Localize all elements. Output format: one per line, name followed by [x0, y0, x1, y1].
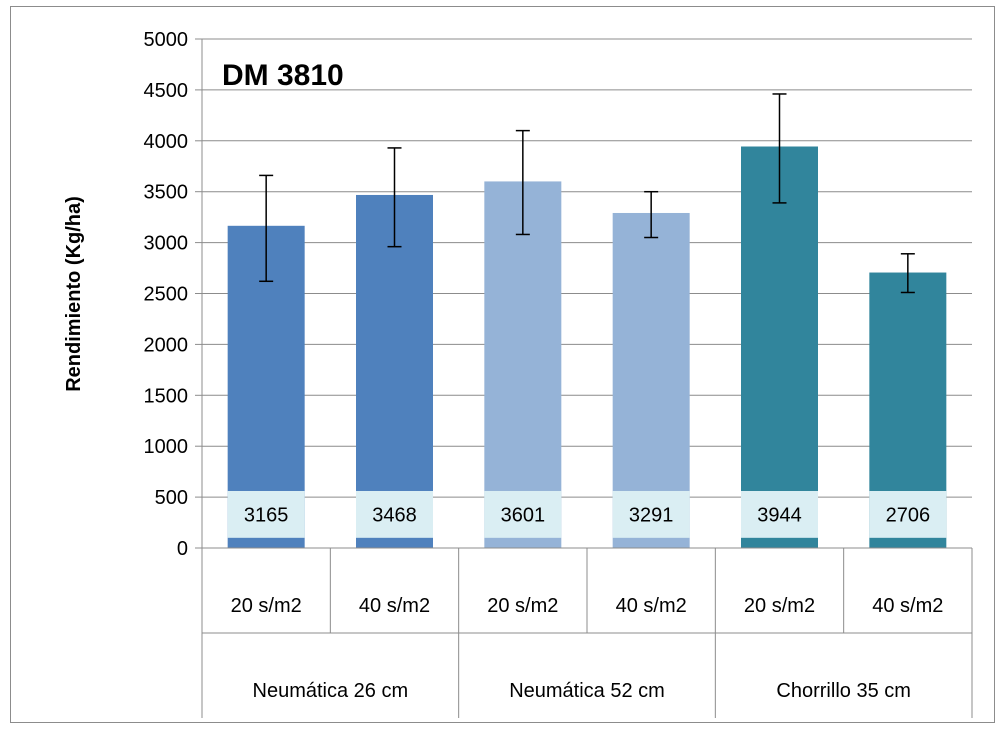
group-label: Neumática 52 cm — [509, 680, 665, 702]
error-bars — [259, 93, 915, 294]
y-tick-label: 3000 — [144, 233, 189, 255]
data-label: 2706 — [886, 504, 931, 526]
data-label: 3165 — [244, 504, 289, 526]
y-tick-label: 1000 — [144, 436, 189, 458]
group-label: Neumática 26 cm — [253, 680, 409, 702]
data-labels: 3165 3468 3601 3291 3944 2706 — [227, 490, 947, 538]
y-tick-label: 2000 — [144, 334, 189, 356]
bar — [356, 194, 433, 549]
y-tick-label: 1500 — [144, 385, 189, 407]
y-axis-label: Rendimiento (Kg/ha) — [63, 196, 85, 392]
y-tick-label: 500 — [155, 487, 188, 509]
y-tick-label: 3500 — [144, 182, 189, 204]
x-tick-label: 40 s/m2 — [616, 595, 687, 617]
chart-title: DM 3810 — [222, 59, 344, 92]
y-tick-label: 2500 — [144, 284, 189, 306]
group-label: Chorrillo 35 cm — [776, 680, 910, 702]
gridlines — [202, 38, 972, 498]
y-tick-label: 4000 — [144, 131, 189, 153]
data-label-box — [869, 490, 947, 538]
data-label-box — [612, 490, 690, 538]
data-label-box — [741, 490, 818, 538]
x-tick-label: 20 s/m2 — [231, 595, 302, 617]
data-label: 3291 — [629, 504, 674, 526]
data-label: 3944 — [757, 504, 802, 526]
data-label-box — [484, 490, 562, 538]
y-tick-label: 0 — [177, 538, 188, 560]
axes: 0 500 1000 1500 2000 2500 3000 3500 4000 4500 5000… — [144, 29, 973, 718]
data-label: 3468 — [372, 504, 417, 526]
y-tick-label: 4500 — [144, 80, 189, 102]
y-tick-label: 5000 — [144, 29, 189, 51]
bar — [484, 181, 562, 548]
data-label-box — [356, 490, 433, 538]
bars — [227, 146, 947, 549]
x-tick-label: 40 s/m2 — [359, 595, 430, 617]
x-tick-label: 20 s/m2 — [487, 595, 558, 617]
x-tick-label: 20 s/m2 — [744, 595, 815, 617]
data-label-box — [227, 490, 305, 538]
data-label: 3601 — [501, 504, 546, 526]
bar — [741, 146, 818, 548]
x-tick-label: 40 s/m2 — [872, 595, 943, 617]
